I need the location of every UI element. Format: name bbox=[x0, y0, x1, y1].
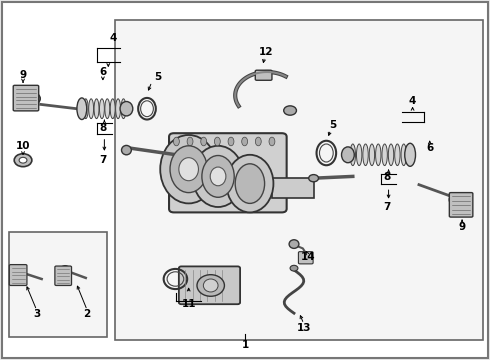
Text: 9: 9 bbox=[459, 222, 466, 232]
Ellipse shape bbox=[210, 167, 226, 186]
Ellipse shape bbox=[14, 154, 32, 167]
Ellipse shape bbox=[60, 266, 70, 274]
Ellipse shape bbox=[160, 135, 217, 203]
Ellipse shape bbox=[242, 137, 247, 146]
Text: 10: 10 bbox=[16, 141, 30, 151]
Ellipse shape bbox=[77, 98, 87, 120]
Ellipse shape bbox=[350, 144, 355, 166]
Text: 9: 9 bbox=[20, 69, 26, 80]
Text: 8: 8 bbox=[99, 123, 106, 133]
Text: 2: 2 bbox=[84, 309, 91, 319]
Ellipse shape bbox=[201, 137, 207, 146]
FancyBboxPatch shape bbox=[9, 265, 27, 285]
Text: 5: 5 bbox=[155, 72, 162, 82]
Ellipse shape bbox=[228, 137, 234, 146]
Ellipse shape bbox=[26, 93, 40, 104]
Ellipse shape bbox=[382, 144, 387, 166]
Ellipse shape bbox=[99, 99, 104, 119]
Text: 4: 4 bbox=[409, 96, 416, 106]
Text: 6: 6 bbox=[426, 143, 433, 153]
Ellipse shape bbox=[363, 144, 368, 166]
Ellipse shape bbox=[309, 175, 318, 182]
Ellipse shape bbox=[405, 143, 416, 166]
Text: 7: 7 bbox=[99, 155, 107, 165]
FancyBboxPatch shape bbox=[13, 85, 39, 111]
Ellipse shape bbox=[110, 99, 115, 119]
Text: 7: 7 bbox=[383, 202, 391, 212]
Ellipse shape bbox=[173, 137, 179, 146]
Ellipse shape bbox=[269, 137, 275, 146]
Ellipse shape bbox=[89, 99, 94, 119]
Text: 3: 3 bbox=[33, 309, 40, 319]
Ellipse shape bbox=[19, 157, 27, 163]
Ellipse shape bbox=[235, 164, 265, 203]
Ellipse shape bbox=[215, 137, 220, 146]
FancyBboxPatch shape bbox=[169, 133, 287, 212]
Text: 11: 11 bbox=[181, 299, 196, 309]
Ellipse shape bbox=[226, 155, 273, 212]
Ellipse shape bbox=[284, 106, 296, 115]
Ellipse shape bbox=[203, 279, 218, 292]
Text: 12: 12 bbox=[259, 47, 273, 57]
Ellipse shape bbox=[369, 144, 374, 166]
Ellipse shape bbox=[290, 265, 298, 271]
Ellipse shape bbox=[170, 146, 207, 193]
Ellipse shape bbox=[449, 194, 462, 205]
FancyBboxPatch shape bbox=[298, 252, 313, 264]
FancyBboxPatch shape bbox=[179, 266, 240, 304]
Text: 13: 13 bbox=[296, 323, 311, 333]
Ellipse shape bbox=[121, 99, 126, 119]
Text: 8: 8 bbox=[384, 172, 391, 183]
Ellipse shape bbox=[116, 99, 121, 119]
Bar bbox=[272, 178, 314, 198]
Ellipse shape bbox=[202, 156, 234, 197]
Bar bbox=[115, 20, 483, 340]
Ellipse shape bbox=[179, 158, 198, 181]
Ellipse shape bbox=[395, 144, 400, 166]
Bar bbox=[9, 232, 107, 337]
Text: 4: 4 bbox=[109, 33, 117, 43]
Ellipse shape bbox=[122, 145, 131, 155]
Text: 5: 5 bbox=[330, 120, 337, 130]
Ellipse shape bbox=[388, 144, 394, 166]
Ellipse shape bbox=[375, 144, 381, 166]
Ellipse shape bbox=[193, 146, 244, 207]
Ellipse shape bbox=[255, 137, 261, 146]
FancyBboxPatch shape bbox=[449, 193, 473, 217]
Text: 6: 6 bbox=[99, 67, 106, 77]
Ellipse shape bbox=[105, 99, 110, 119]
Text: 1: 1 bbox=[242, 340, 248, 350]
Ellipse shape bbox=[197, 275, 224, 296]
Ellipse shape bbox=[120, 102, 133, 116]
Ellipse shape bbox=[187, 137, 193, 146]
Ellipse shape bbox=[401, 144, 407, 166]
FancyBboxPatch shape bbox=[255, 70, 272, 80]
Ellipse shape bbox=[94, 99, 99, 119]
Ellipse shape bbox=[289, 240, 299, 248]
FancyBboxPatch shape bbox=[55, 266, 72, 285]
Ellipse shape bbox=[83, 99, 88, 119]
Ellipse shape bbox=[356, 144, 362, 166]
Ellipse shape bbox=[342, 147, 354, 163]
Ellipse shape bbox=[14, 266, 24, 275]
Text: 14: 14 bbox=[300, 252, 315, 262]
